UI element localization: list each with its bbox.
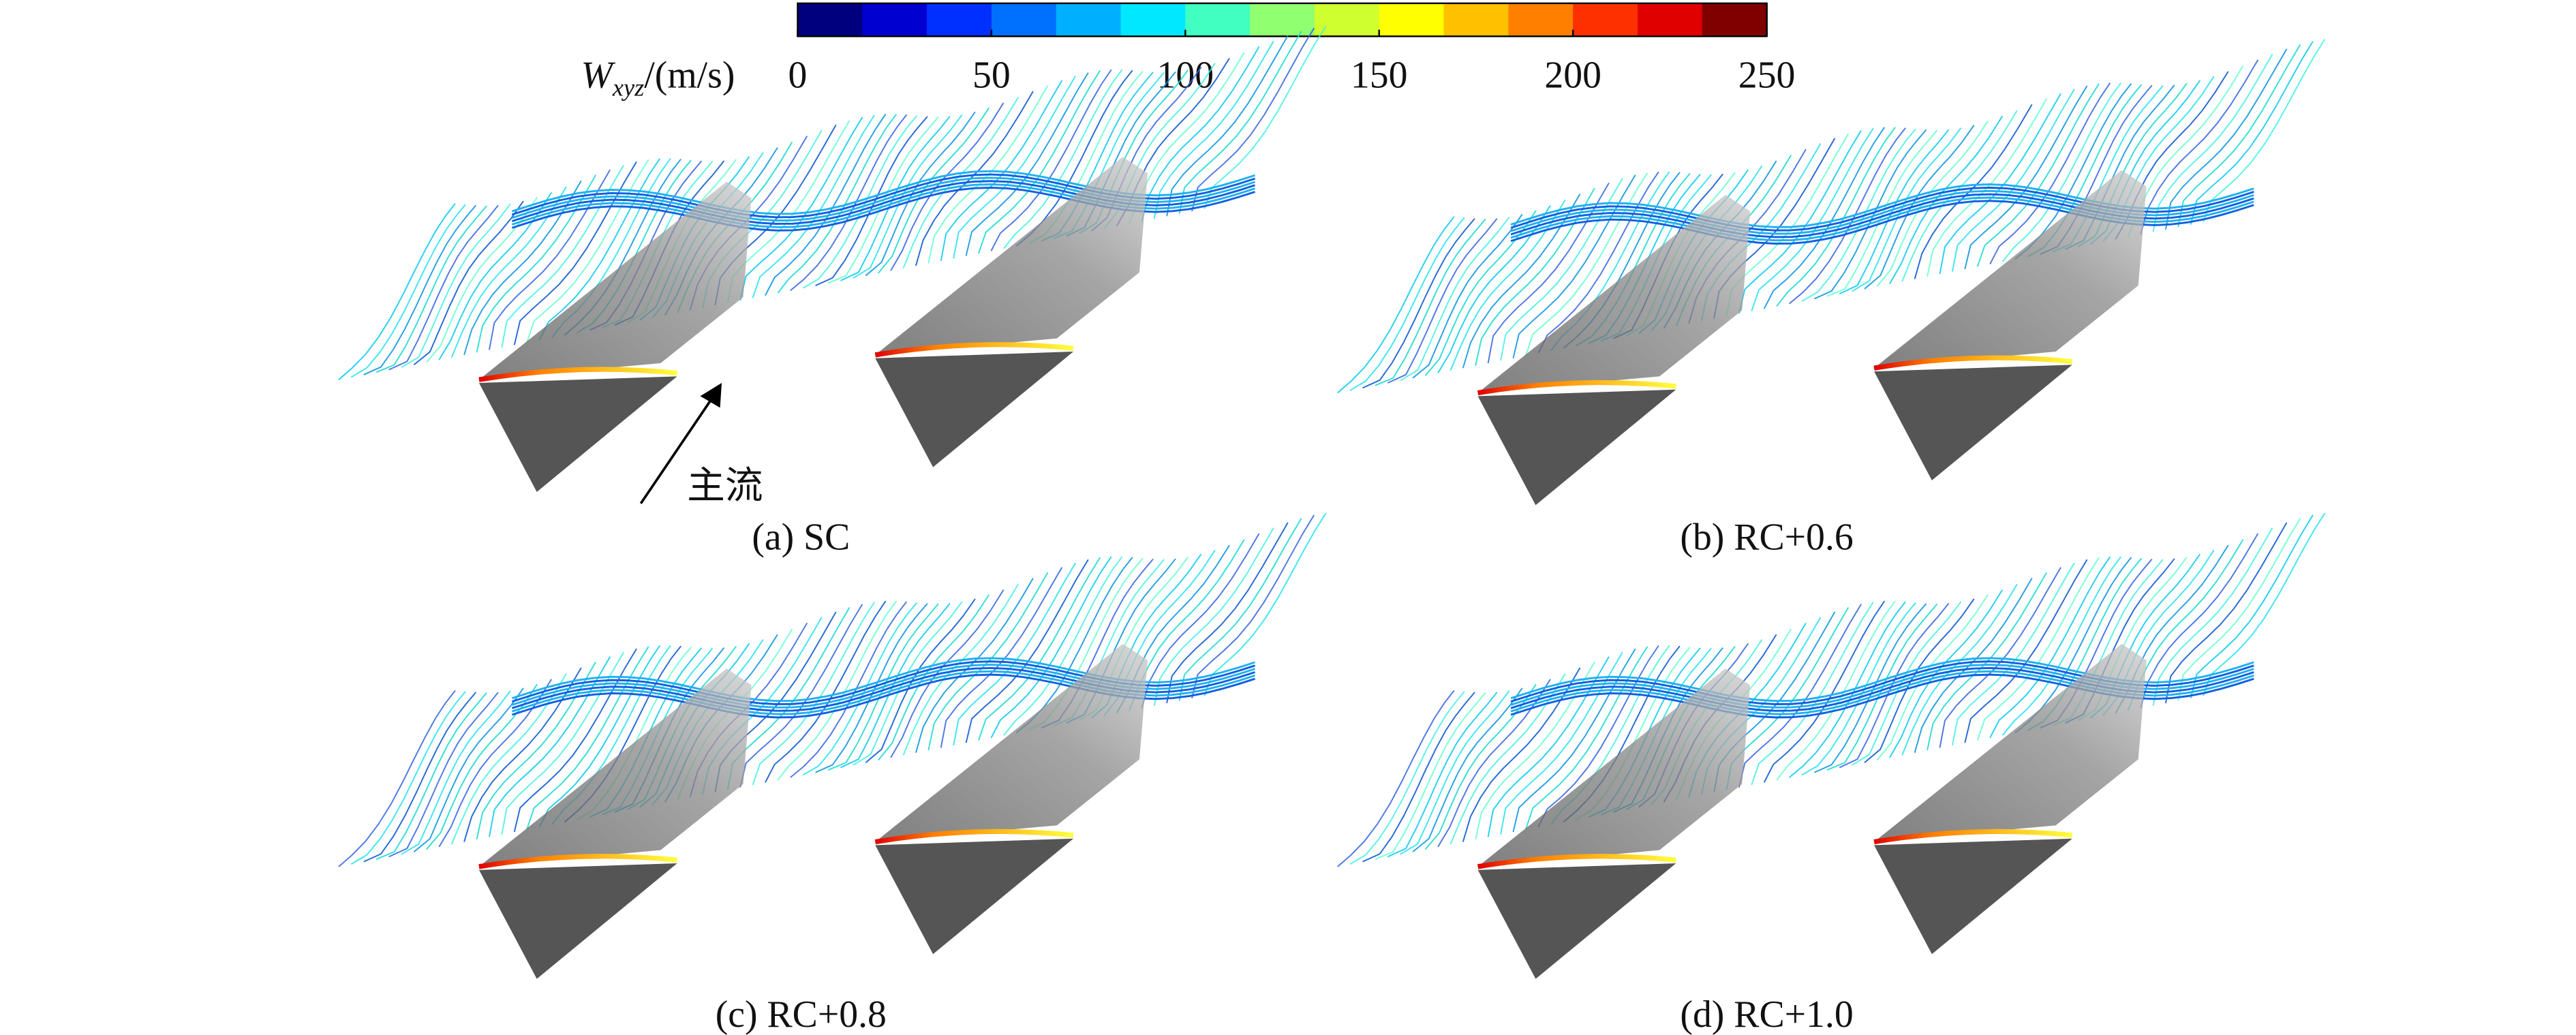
colorbar-band <box>862 3 927 36</box>
streamline <box>753 602 875 785</box>
blade-pressure-side <box>1478 863 1676 979</box>
streamline <box>389 692 498 856</box>
streamline <box>2153 528 2272 706</box>
panel-label: (d) RC+1.0 <box>1680 993 1853 1035</box>
blade-pressure-side <box>875 839 1073 955</box>
streamline <box>1751 602 1873 785</box>
colorbar-band <box>797 3 863 36</box>
colorbar-band <box>1185 3 1251 36</box>
blade-pressure-side <box>1478 390 1676 506</box>
streamline <box>364 205 476 375</box>
colorbar-label: Wxyz/(m/s) <box>581 54 735 101</box>
panel-label: (c) RC+0.8 <box>716 993 887 1035</box>
colorbar-band <box>1121 3 1186 36</box>
colorbar-tick-label: 50 <box>972 54 1011 96</box>
streamline <box>1751 128 1873 311</box>
colorbar-band <box>1056 3 1122 36</box>
colorbar-tick-label: 200 <box>1544 54 1601 96</box>
streamline <box>1154 528 1274 706</box>
panel <box>1338 513 2325 979</box>
streamline <box>2203 40 2325 222</box>
streamline <box>1387 692 1497 856</box>
streamline <box>1363 692 1475 862</box>
colorbar-band <box>992 3 1057 36</box>
streamline <box>401 204 510 367</box>
blade <box>1478 668 1751 978</box>
colorbar-band <box>1250 3 1315 36</box>
panel <box>1338 40 2325 506</box>
colorbar-band <box>1379 3 1445 36</box>
streamline <box>1400 217 1509 381</box>
blade <box>479 181 752 491</box>
colorbar-tick-label: 250 <box>1738 54 1796 96</box>
panel-label: (b) RC+0.6 <box>1680 516 1853 559</box>
colorbar-band <box>1315 3 1380 36</box>
streamline <box>753 115 875 298</box>
streamline <box>1204 26 1325 208</box>
streamline <box>2203 513 2325 696</box>
streamline <box>339 690 455 866</box>
label-unit: /(m/s) <box>644 54 735 96</box>
streamline <box>1400 691 1509 854</box>
flow-arrow-head <box>701 383 722 407</box>
blade-pressure-side <box>1874 365 2072 480</box>
blade-pressure-side <box>875 352 1073 467</box>
streamline <box>364 692 476 862</box>
colorbar-band <box>1702 3 1768 36</box>
streamline <box>1363 219 1475 388</box>
streamline <box>1387 219 1497 383</box>
streamline <box>401 691 510 854</box>
colorbar-tick-label: 0 <box>788 54 808 96</box>
colorbar-band <box>927 3 992 36</box>
blade-pressure-side <box>479 376 677 492</box>
panel <box>339 513 1326 979</box>
streamline <box>1338 690 1454 866</box>
label-symbol: W <box>581 54 615 96</box>
blade-pressure-side <box>479 863 677 979</box>
colorbar-tick-label: 150 <box>1351 54 1408 96</box>
blade-pressure-side <box>1874 839 2072 955</box>
blade <box>479 668 752 978</box>
colorbar: 0 50 100 150 200 250 <box>788 3 1796 97</box>
streamline <box>1204 513 1325 696</box>
blade <box>1478 195 1751 505</box>
flow-annotation: 主流 <box>687 464 763 508</box>
colorbar-band <box>1444 3 1509 36</box>
streamline <box>339 204 455 380</box>
colorbar-band <box>1573 3 1638 36</box>
label-subscript: xyz <box>612 74 644 102</box>
colorbar-band <box>1508 3 1574 36</box>
streamline <box>2153 54 2272 232</box>
panel-label: (a) SC <box>752 516 850 559</box>
streamline <box>1338 217 1454 392</box>
streamline <box>389 205 498 369</box>
colorbar-band <box>1638 3 1703 36</box>
